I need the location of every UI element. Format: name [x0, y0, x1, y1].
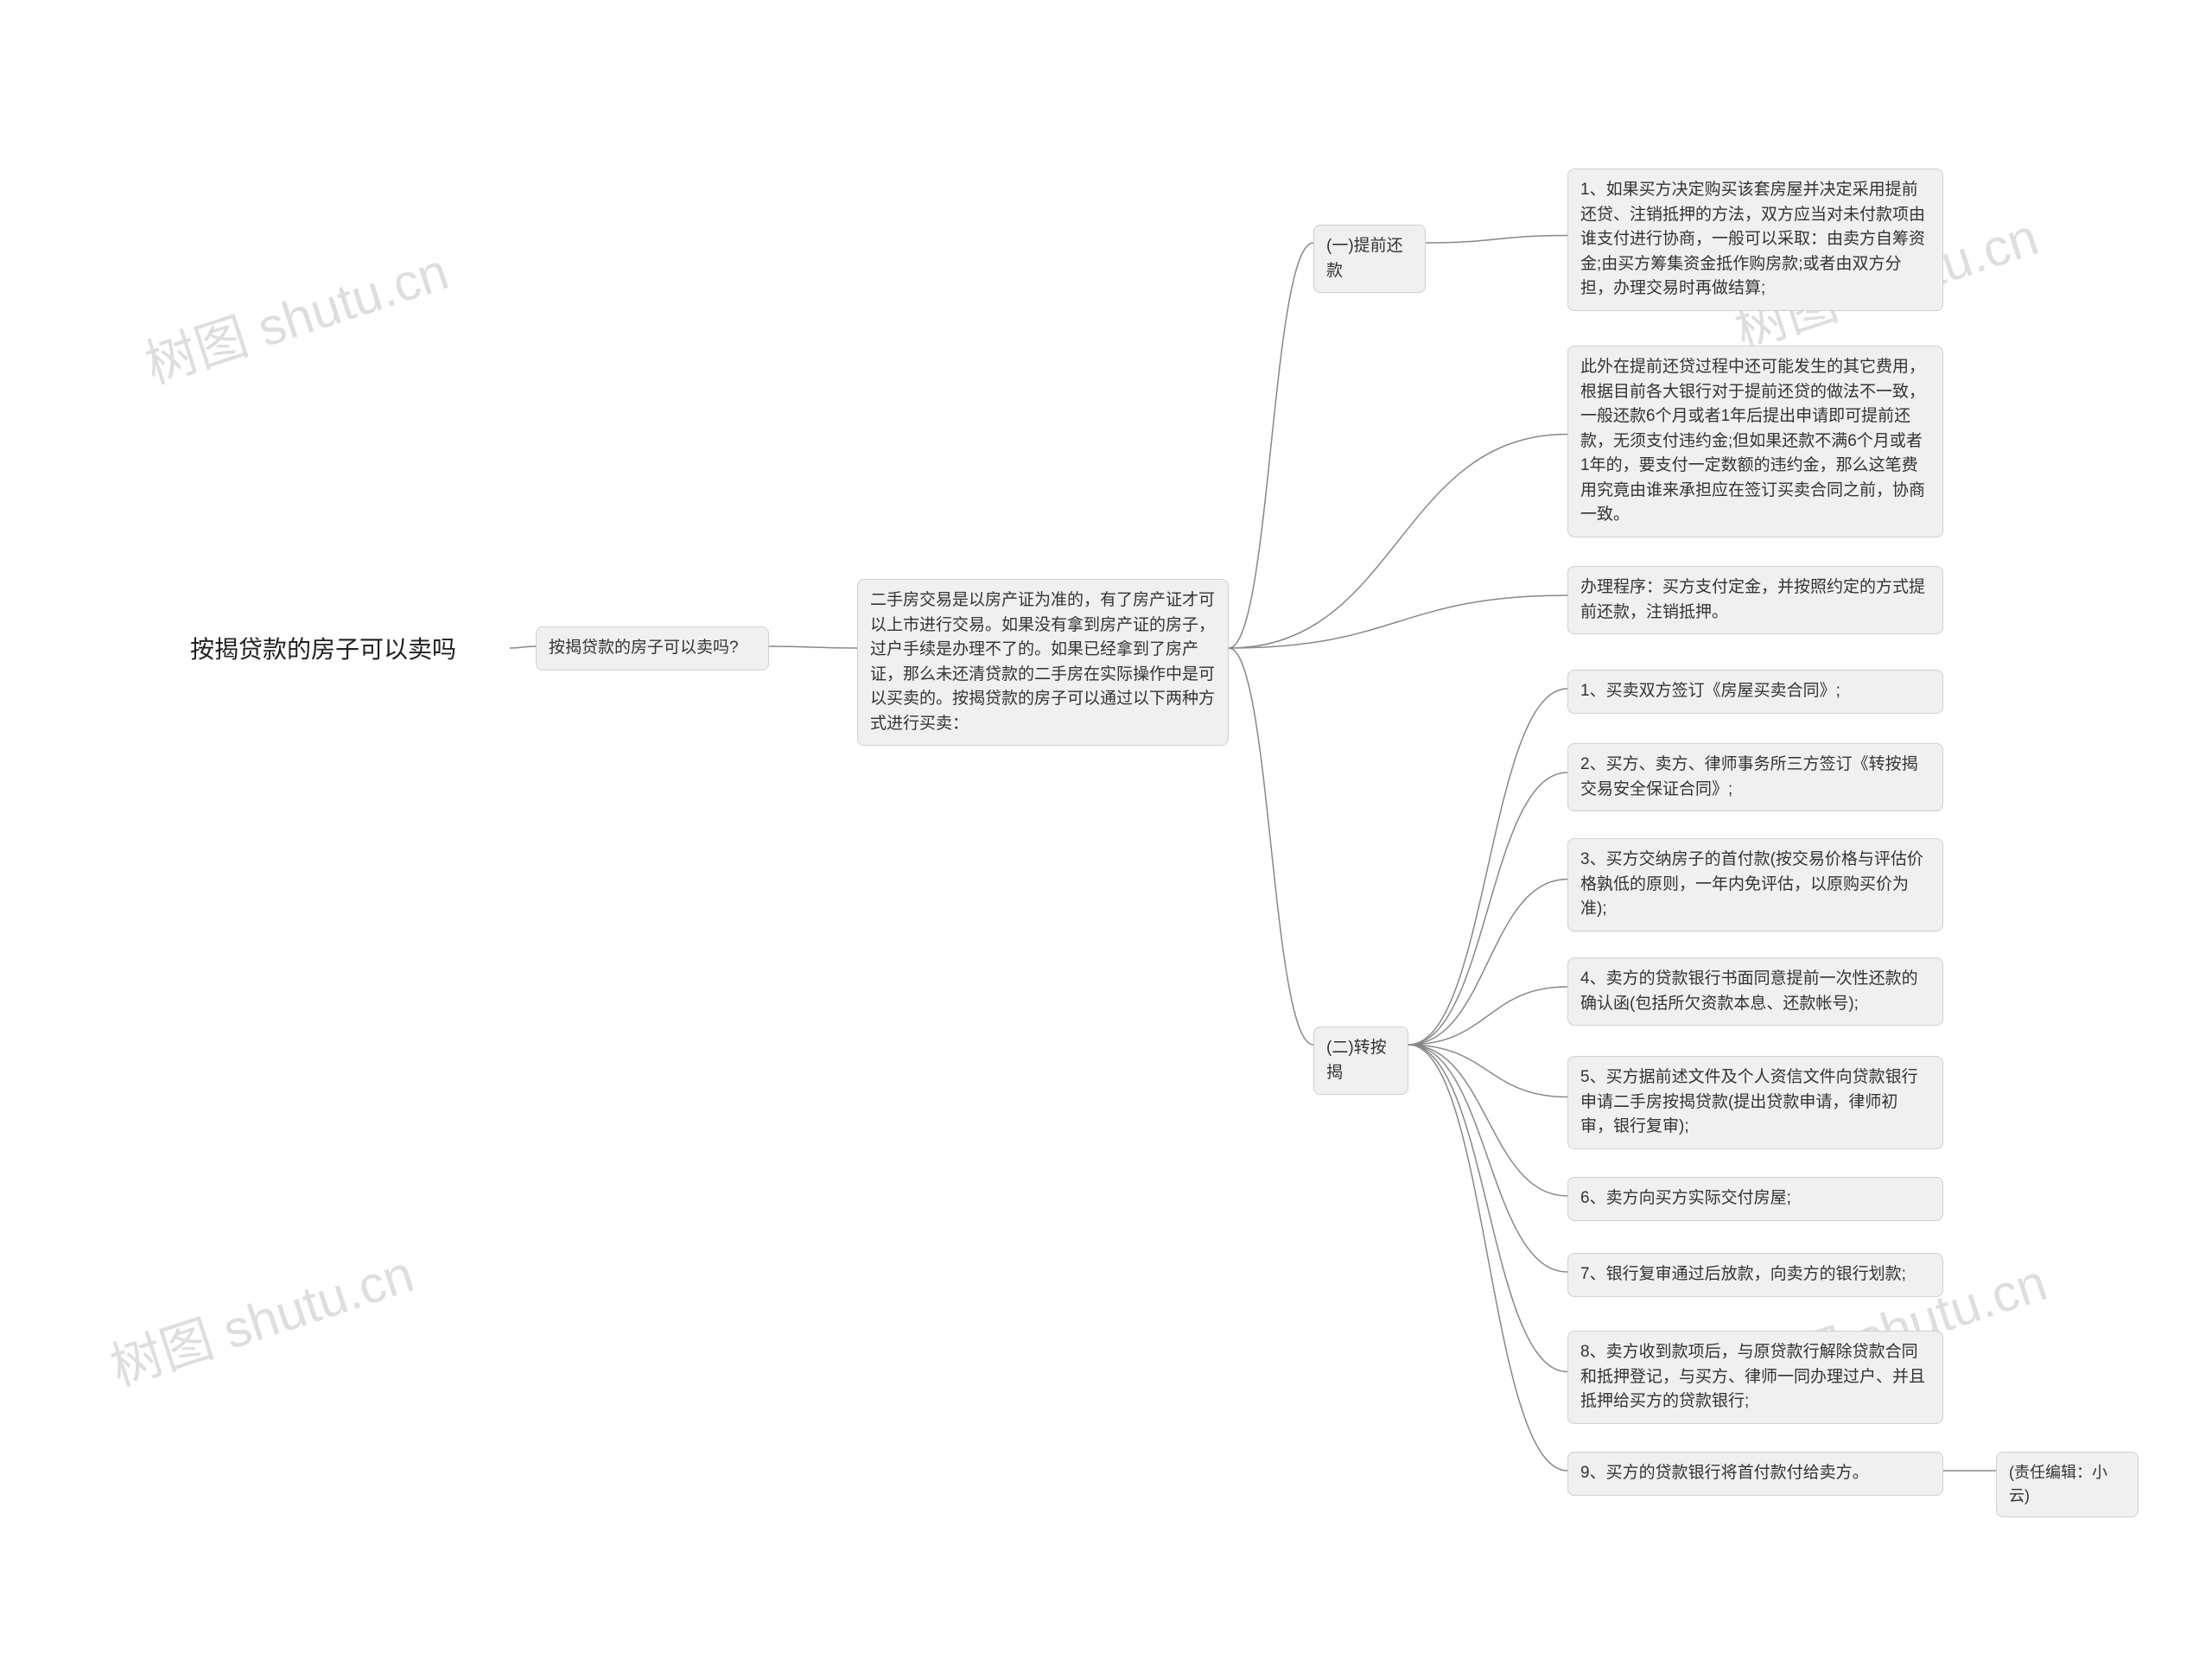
- node-label: 办理程序：买方支付定金，并按照约定的方式提前还款，注销抵押。: [1580, 578, 1925, 621]
- node-b2[interactable]: 2、买方、卖方、律师事务所三方签订《转按揭交易安全保证合同》;: [1567, 743, 1943, 811]
- node-b1[interactable]: 1、买卖双方签订《房屋买卖合同》;: [1567, 670, 1943, 714]
- node-label: 4、卖方的贷款银行书面同意提前一次性还款的确认函(包括所欠资款本息、还款帐号);: [1580, 970, 1918, 1013]
- root-node[interactable]: 按揭贷款的房子可以卖吗: [190, 631, 510, 665]
- watermark: 树图 shutu.cn: [99, 1232, 422, 1401]
- node-a1[interactable]: 1、如果买方决定购买该套房屋并决定采用提前还贷、注销抵押的方法，双方应当对未付款…: [1567, 168, 1943, 311]
- node-label: 1、如果买方决定购买该套房屋并决定采用提前还贷、注销抵押的方法，双方应当对未付款…: [1580, 181, 1925, 297]
- node-label: 3、买方交纳房子的首付款(按交易价格与评估价格孰低的原则，一年内免评估，以原购买…: [1580, 850, 1923, 918]
- node-b7[interactable]: 7、银行复审通过后放款，向卖方的银行划款;: [1567, 1253, 1943, 1297]
- node-label: 二手房交易是以房产证为准的，有了房产证才可以上市进行交易。如果没有拿到房产证的房…: [870, 591, 1215, 733]
- node-label: 此外在提前还贷过程中还可能发生的其它费用，根据目前各大银行对于提前还贷的做法不一…: [1580, 358, 1925, 524]
- node-label: (二)转按揭: [1326, 1039, 1387, 1082]
- root-label: 按揭贷款的房子可以卖吗: [190, 636, 456, 663]
- node-label: 2、买方、卖方、律师事务所三方签订《转按揭交易安全保证合同》;: [1580, 755, 1918, 798]
- node-label: 8、卖方收到款项后，与原贷款行解除贷款合同和抵押登记，与买方、律师一同办理过户、…: [1580, 1343, 1925, 1410]
- node-b9[interactable]: 9、买方的贷款银行将首付款付给卖方。: [1567, 1452, 1943, 1496]
- node-label: 7、银行复审通过后放款，向卖方的银行划款;: [1580, 1265, 1906, 1283]
- watermark: 树图 shutu.cn: [134, 230, 456, 398]
- node-l1[interactable]: 按揭贷款的房子可以卖吗?: [536, 626, 769, 671]
- node-b6[interactable]: 6、卖方向买方实际交付房屋;: [1567, 1177, 1943, 1221]
- node-label: 6、卖方向买方实际交付房屋;: [1580, 1189, 1791, 1207]
- node-b8[interactable]: 8、卖方收到款项后，与原贷款行解除贷款合同和抵押登记，与买方、律师一同办理过户、…: [1567, 1331, 1943, 1424]
- mindmap-canvas: 树图 shutu.cn 树图 shutu.cn 树图 shutu.cn 树图 s…: [0, 0, 2212, 1653]
- node-b3[interactable]: 3、买方交纳房子的首付款(按交易价格与评估价格孰低的原则，一年内免评估，以原购买…: [1567, 838, 1943, 931]
- node-label: 按揭贷款的房子可以卖吗?: [549, 639, 739, 657]
- node-label: 1、买卖双方签订《房屋买卖合同》;: [1580, 682, 1840, 700]
- node-label: (一)提前还款: [1326, 237, 1403, 280]
- node-a2[interactable]: 此外在提前还贷过程中还可能发生的其它费用，根据目前各大银行对于提前还贷的做法不一…: [1567, 346, 1943, 537]
- node-b[interactable]: (二)转按揭: [1313, 1027, 1408, 1095]
- node-b4[interactable]: 4、卖方的贷款银行书面同意提前一次性还款的确认函(包括所欠资款本息、还款帐号);: [1567, 957, 1943, 1026]
- node-label: 9、买方的贷款银行将首付款付给卖方。: [1580, 1464, 1869, 1482]
- node-a3[interactable]: 办理程序：买方支付定金，并按照约定的方式提前还款，注销抵押。: [1567, 566, 1943, 634]
- node-b5[interactable]: 5、买方据前述文件及个人资信文件向贷款银行申请二手房按揭贷款(提出贷款申请，律师…: [1567, 1056, 1943, 1149]
- node-b9b[interactable]: (责任编辑：小云): [1996, 1452, 2139, 1517]
- node-label: (责任编辑：小云): [2009, 1464, 2107, 1504]
- node-a[interactable]: (一)提前还款: [1313, 225, 1426, 293]
- node-label: 5、买方据前述文件及个人资信文件向贷款银行申请二手房按揭贷款(提出贷款申请，律师…: [1580, 1068, 1918, 1135]
- node-l2[interactable]: 二手房交易是以房产证为准的，有了房产证才可以上市进行交易。如果没有拿到房产证的房…: [857, 579, 1229, 746]
